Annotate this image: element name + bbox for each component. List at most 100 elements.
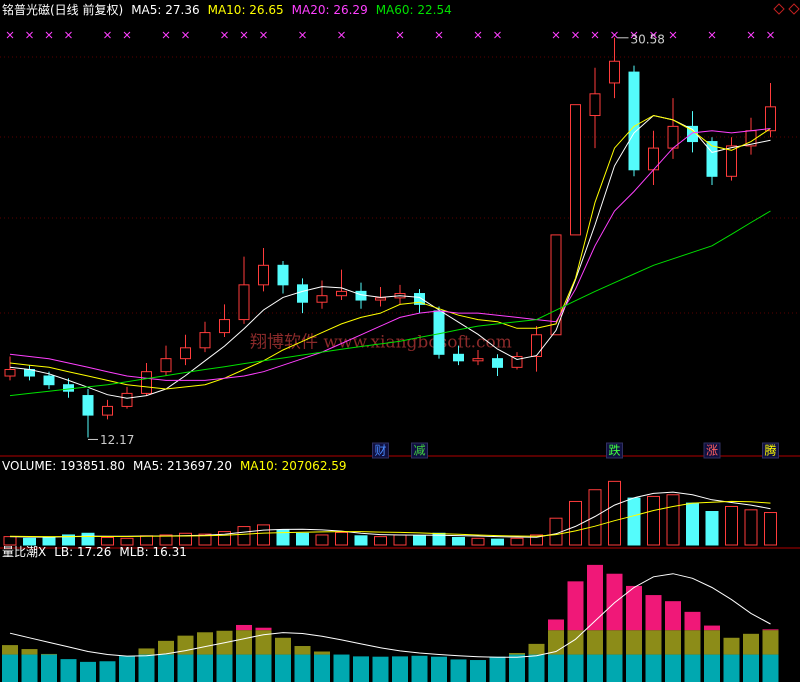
volume-bar	[257, 524, 270, 546]
volume-bar	[471, 537, 485, 546]
lb-bar-segment	[548, 619, 564, 631]
candle-body	[199, 332, 211, 349]
lb-bar-segment	[158, 654, 174, 682]
lb-bar-segment	[138, 648, 155, 655]
lb-bar-segment	[314, 651, 330, 655]
volume-bar	[627, 497, 641, 546]
signal-marker	[221, 31, 228, 39]
lb-bar-segment	[275, 637, 291, 655]
signal-marker	[104, 31, 111, 39]
candle-body	[765, 106, 776, 132]
lb-bar-segment	[431, 656, 447, 682]
signal-label: 涨	[706, 443, 718, 458]
lb-bar-segment	[665, 601, 681, 631]
signal-marker	[260, 31, 267, 39]
candle-body	[453, 353, 464, 362]
lb-bar-segment	[548, 654, 564, 682]
candle-body	[550, 234, 562, 336]
lb-bar-segment	[489, 656, 506, 682]
volume-bar	[23, 537, 36, 546]
window-icons	[773, 3, 800, 15]
lb-bar-segment	[470, 660, 486, 682]
lb-bar-segment	[704, 630, 720, 655]
lb-bar-segment	[197, 632, 213, 655]
lb-bar-segment	[197, 654, 213, 682]
volume-bar	[588, 489, 602, 546]
volume-bar	[491, 538, 504, 546]
volume-bar	[276, 529, 290, 546]
lb-bar-segment	[119, 656, 135, 682]
candle-body	[121, 392, 133, 407]
volume-bar	[81, 532, 95, 546]
volume-bar	[666, 494, 680, 546]
lb-bar-segment	[626, 585, 642, 631]
signal-marker	[182, 31, 189, 39]
signal-marker	[591, 31, 599, 39]
lb-bar-segment	[626, 654, 642, 682]
candle-body	[258, 264, 269, 286]
lb-bar-segment	[236, 624, 252, 631]
candle-body	[531, 334, 542, 357]
lb-bar-segment	[743, 633, 759, 655]
signal-marker	[611, 31, 618, 39]
panel-title: VOLUME: 193851.80	[2, 459, 125, 473]
lb-bar-segment	[275, 654, 291, 682]
candle-body	[492, 358, 503, 368]
legend-entry: MA20: 26.29	[292, 3, 368, 17]
volume-bar	[725, 505, 738, 546]
lb-bar-segment	[60, 659, 77, 682]
lb-bar-segment	[450, 659, 467, 682]
lb-bar-segment	[372, 656, 389, 682]
lb-bar-segment	[684, 611, 701, 631]
volume-bar	[744, 509, 758, 546]
lb-bar-segment	[606, 630, 623, 655]
lb-bar-segment	[762, 630, 779, 655]
signal-marker	[299, 31, 306, 39]
lb-bar-segment	[645, 630, 662, 655]
lb-bar-segment	[41, 653, 57, 655]
series-line	[9, 500, 771, 538]
lb-bar-segment	[606, 573, 623, 631]
legend-entry: MA60: 22.54	[376, 3, 452, 17]
lb-bar-segment	[21, 654, 38, 682]
lb-bar-segment	[236, 630, 252, 655]
volume-bar	[62, 534, 75, 546]
candle-body	[609, 60, 620, 84]
volume-bar	[549, 517, 563, 546]
signal-label: 财	[374, 444, 386, 458]
lb-bar-segment	[587, 654, 603, 682]
lb-bar-segment	[606, 654, 623, 682]
signal-marker	[572, 31, 579, 39]
signal-box	[703, 442, 721, 459]
lb-bar-segment	[158, 640, 174, 655]
lb-bar-segment	[41, 654, 57, 682]
series-line	[9, 128, 771, 381]
lb-bar-segment	[567, 630, 584, 655]
signal-label: 腾	[764, 443, 776, 458]
volume-bar	[413, 535, 426, 546]
lb-bar-segment	[704, 625, 720, 631]
volume-bar	[335, 531, 348, 546]
volume-bar	[764, 512, 777, 546]
candle-body	[511, 355, 523, 368]
signal-marker	[26, 31, 33, 39]
volume-bar	[608, 480, 621, 546]
legend-entry: LB: 17.26	[54, 545, 111, 559]
lb-bar-segment	[294, 646, 311, 655]
signal-box	[762, 442, 779, 459]
candle-body	[238, 284, 250, 321]
lb-bar-segment	[743, 654, 759, 682]
candle-body	[141, 371, 152, 394]
candle-body	[63, 384, 74, 392]
lb-bar-segment	[314, 654, 330, 682]
lb-bar-segment	[99, 661, 116, 682]
signal-marker	[650, 31, 657, 39]
lb-bar-segment	[587, 564, 603, 631]
candle-body	[375, 297, 386, 301]
lb-bar-segment	[353, 656, 369, 682]
signal-label: 跌	[608, 443, 620, 458]
lb-bar-segment	[21, 649, 38, 655]
volume-bar	[686, 502, 699, 546]
lb-bar-segment	[665, 630, 681, 655]
lb-bar-segment	[645, 595, 662, 631]
